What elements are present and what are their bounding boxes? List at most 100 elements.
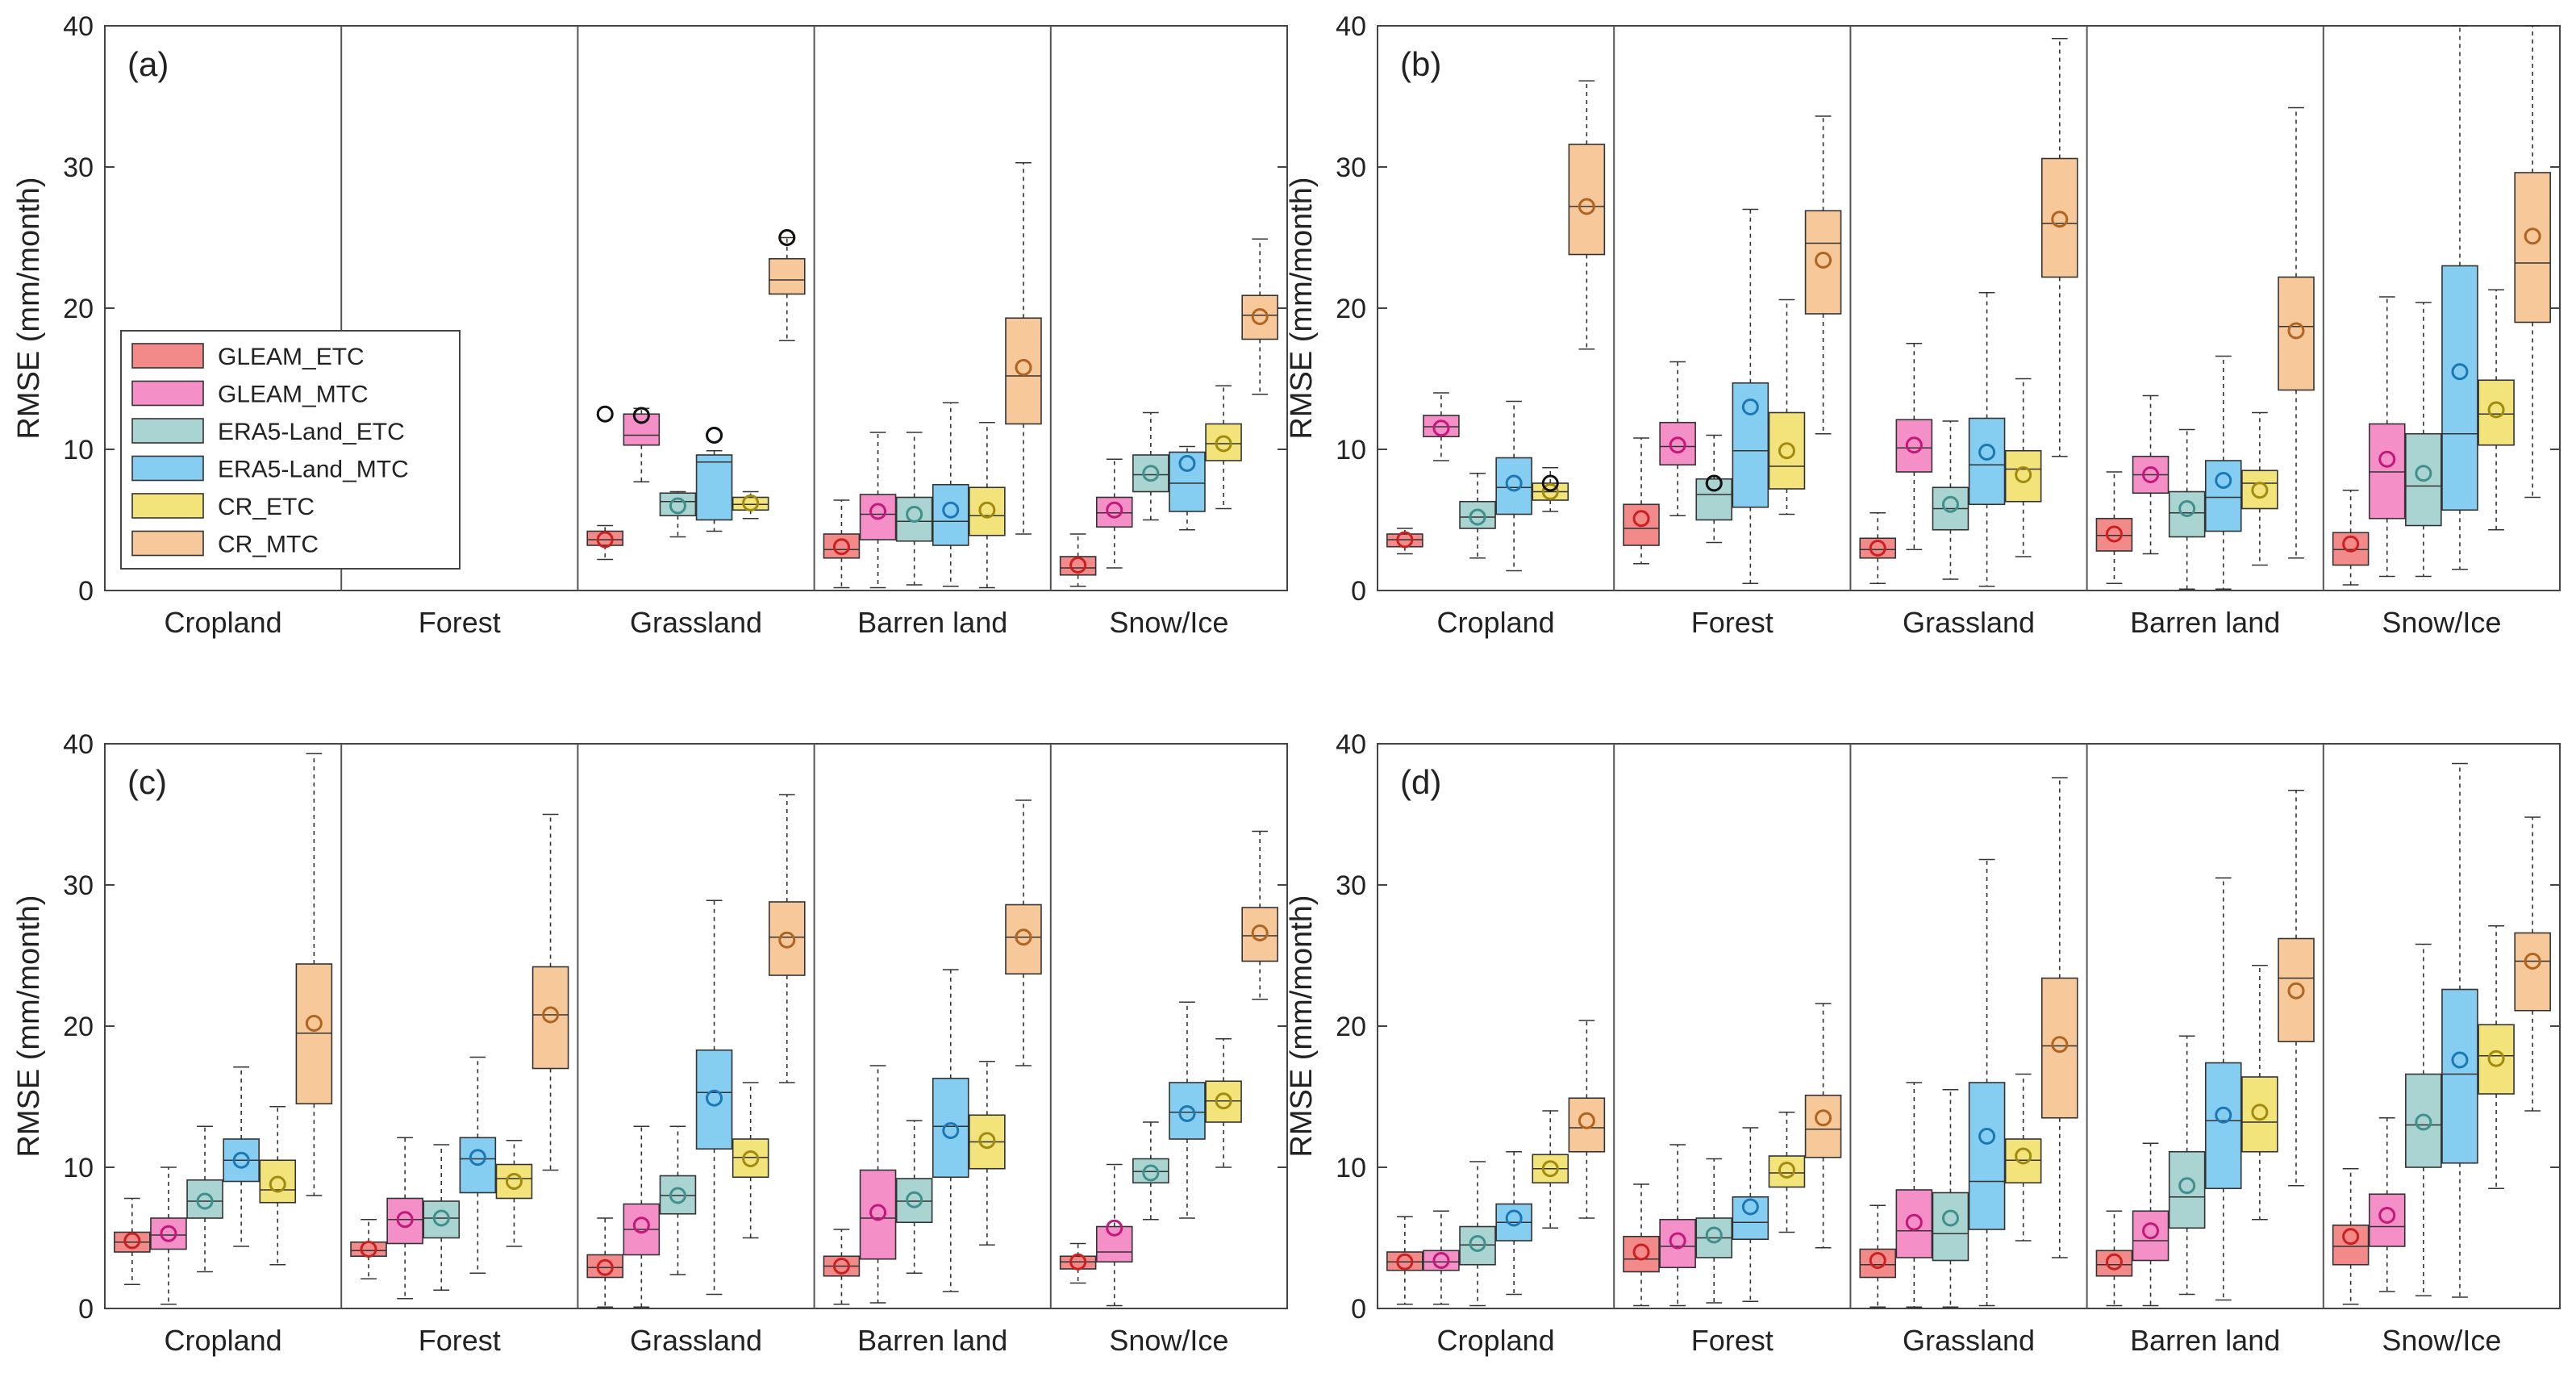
box-cr-mtc	[2040, 777, 2078, 1258]
mean-marker	[1869, 1252, 1886, 1269]
box-cr-etc	[1532, 466, 1569, 512]
box-iqr	[1005, 904, 1042, 975]
outlier-marker	[1705, 474, 1723, 492]
box-gleam-mtc	[1895, 1082, 1933, 1308]
box-era5-land-mtc	[1968, 291, 2006, 587]
mean-marker	[2451, 1051, 2469, 1069]
box-cr-etc	[969, 1060, 1006, 1246]
box-iqr	[1386, 533, 1423, 548]
y-tick-label: 40	[63, 729, 94, 760]
mean-marker	[742, 1150, 760, 1167]
mean-marker	[2524, 953, 2541, 970]
y-tick-label: 0	[1351, 576, 1366, 607]
box-era5-land-mtc	[1169, 445, 1206, 531]
box-iqr	[659, 1175, 697, 1215]
legend-label: ERA5-Land_ETC	[218, 419, 405, 445]
box-era5-land-etc	[1459, 472, 1496, 559]
box-iqr	[859, 1169, 897, 1260]
legend-swatch	[131, 530, 204, 557]
box-gleam-etc	[2332, 489, 2370, 586]
box-iqr	[2478, 379, 2515, 446]
box-iqr	[2478, 1024, 2515, 1095]
mean-marker	[2105, 1253, 2123, 1271]
mean-marker	[360, 1241, 377, 1258]
mean-marker	[906, 506, 923, 523]
category-label: Snow/Ice	[2382, 606, 2501, 639]
mean-marker	[1432, 419, 1450, 437]
mean-marker	[469, 1149, 486, 1166]
mean-marker	[2015, 1147, 2032, 1165]
box-era5-land-mtc	[2204, 355, 2242, 591]
box-iqr	[2204, 460, 2242, 532]
box-cr-etc	[1768, 298, 1806, 515]
y-tick-label: 10	[63, 1153, 94, 1183]
box-iqr	[2441, 988, 2478, 1164]
mean-marker	[942, 501, 960, 519]
box-iqr	[1568, 1097, 1606, 1153]
box-cr-mtc	[1804, 1003, 1842, 1249]
panel-label: (d)	[1400, 763, 1441, 801]
category-label: Snow/Ice	[2382, 1324, 2501, 1357]
box-gleam-etc	[114, 1197, 151, 1286]
y-axis-label: RMSE (mm/month)	[1285, 895, 1319, 1157]
box-cr-mtc	[1568, 80, 1606, 350]
box-cr-mtc	[1804, 115, 1842, 435]
box-cr-mtc	[1568, 1020, 1606, 1219]
mean-marker	[1978, 444, 1996, 461]
y-axis-label: RMSE (mm/month)	[12, 177, 46, 439]
mean-marker	[2415, 1113, 2432, 1131]
mean-marker	[505, 1173, 523, 1190]
category-label: Cropland	[1437, 1324, 1555, 1357]
mean-marker	[1069, 557, 1087, 574]
mean-marker	[1578, 198, 1595, 215]
mean-marker	[305, 1015, 323, 1032]
box-era5-land-etc	[1132, 411, 1169, 521]
box-iqr	[2204, 1062, 2242, 1190]
mean-marker	[778, 931, 796, 949]
category-label: Barren land	[2130, 606, 2280, 639]
mean-marker	[1396, 1253, 1414, 1271]
mean-marker	[1578, 1112, 1595, 1129]
category-label: Grassland	[630, 606, 762, 639]
box-cr-etc	[2478, 289, 2515, 531]
box-era5-land-mtc	[932, 969, 969, 1292]
box-era5-land-etc	[2405, 943, 2442, 1297]
box-iqr	[895, 1178, 933, 1224]
legend-label: ERA5-Land_MTC	[218, 457, 409, 483]
mean-marker	[1505, 474, 1523, 492]
box-era5-land-etc	[1695, 1158, 1733, 1304]
legend-swatch	[131, 380, 204, 407]
box-iqr	[1695, 478, 1733, 521]
mean-marker	[1669, 1232, 1686, 1250]
mean-marker	[1469, 1235, 1486, 1252]
y-axis-label: RMSE (mm/month)	[1285, 177, 1319, 439]
mean-marker	[1251, 924, 1269, 941]
box-gleam-mtc	[1095, 1163, 1133, 1307]
mean-marker	[2215, 472, 2232, 489]
y-tick-label: 30	[1336, 870, 1366, 901]
mean-marker	[2378, 450, 2396, 468]
box-iqr	[2004, 1138, 2042, 1184]
box-iqr	[2514, 172, 2551, 323]
box-iqr	[623, 413, 661, 446]
box-iqr	[1459, 1225, 1496, 1266]
mean-marker	[2287, 322, 2305, 340]
mean-marker	[2415, 465, 2432, 482]
legend-label: GLEAM_ETC	[218, 344, 365, 370]
chart-panel: 0 10 20 30 40 RMSE (mm/month) Cropland Forest Gr…	[12, 11, 1288, 639]
box-iqr	[1659, 421, 1696, 466]
box-cr-etc	[1532, 1110, 1569, 1229]
box-era5-land-mtc	[1732, 1127, 1769, 1303]
box-gleam-etc	[1386, 1216, 1423, 1305]
chart-panel: 0 10 20 30 40 RMSE (mm/month) Cropland Forest Gr…	[1285, 11, 2561, 639]
box-iqr	[1169, 1082, 1206, 1140]
box-iqr	[1241, 907, 1278, 962]
mean-marker	[632, 1217, 650, 1234]
mean-marker	[2524, 227, 2541, 245]
box-gleam-etc	[1623, 437, 1660, 565]
mean-marker	[1669, 436, 1686, 454]
box-iqr	[2405, 1073, 2442, 1168]
box-iqr	[1804, 210, 1842, 315]
box-iqr	[295, 963, 333, 1105]
box-gleam-etc	[2332, 1167, 2370, 1305]
